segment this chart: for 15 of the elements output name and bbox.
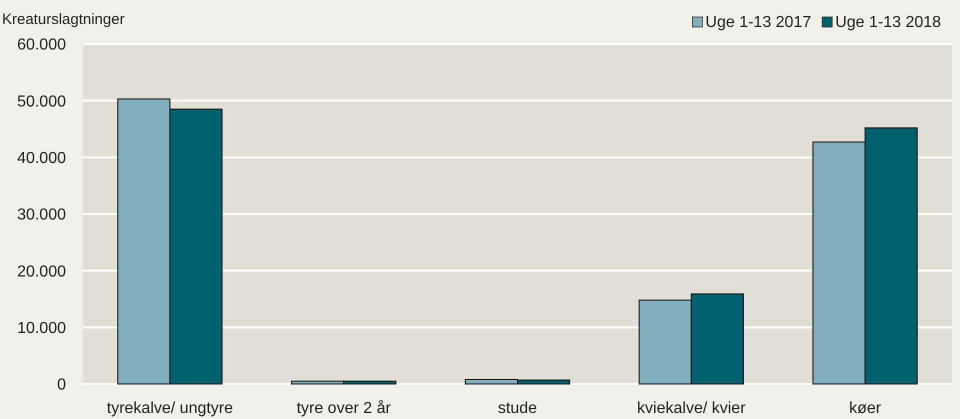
legend-label: Uge 1-13 2017 (705, 14, 812, 31)
y-tick-label: 10.000 (17, 320, 66, 337)
y-tick-label: 60.000 (17, 36, 66, 54)
y-tick-label: 40.000 (17, 150, 66, 167)
y-axis-title: Kreaturslagtninger (2, 11, 125, 28)
y-tick-label: 0 (57, 376, 66, 394)
x-tick-label: tyre over 2 år (296, 400, 392, 417)
legend-label: Uge 1-13 2018 (835, 14, 942, 31)
y-tick-label: 50.000 (17, 93, 66, 110)
x-tick-label: kviekalve/ kvier (637, 400, 746, 417)
x-tick-label: tyrekalve/ ungtyre (106, 400, 234, 417)
x-tick-label: køer (849, 400, 882, 417)
y-tick-label: 20.000 (17, 263, 66, 280)
x-tick-label: stude (498, 400, 538, 417)
y-tick-label: 30.000 (17, 206, 66, 224)
